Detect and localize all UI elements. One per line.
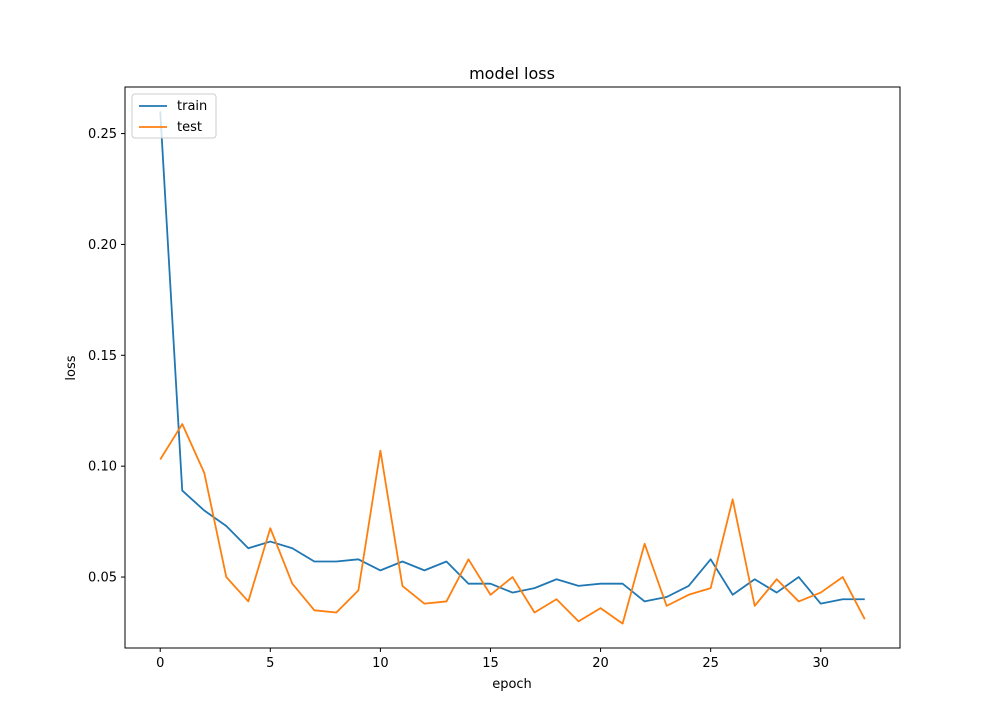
y-tick-label: 0.15 bbox=[88, 349, 117, 364]
legend-label-test: test bbox=[177, 120, 202, 135]
y-tick-label: 0.05 bbox=[88, 571, 117, 586]
lines-layer bbox=[159, 111, 866, 625]
x-tick-label: 10 bbox=[372, 656, 389, 671]
y-tick-label: 0.20 bbox=[88, 238, 117, 253]
series-line-train bbox=[159, 111, 865, 605]
x-tick-label: 20 bbox=[592, 656, 609, 671]
legend-label-train: train bbox=[177, 99, 207, 114]
chart-title: model loss bbox=[469, 64, 555, 83]
y-axis-label: loss bbox=[64, 355, 79, 380]
x-axis: 0 5 10 15 20 25 30 bbox=[156, 648, 829, 671]
x-tick-label: 5 bbox=[266, 656, 274, 671]
x-tick-label: 30 bbox=[812, 656, 829, 671]
legend: train test bbox=[131, 93, 217, 139]
y-axis: 0.05 0.10 0.15 0.20 0.25 bbox=[88, 127, 125, 586]
y-tick-label: 0.25 bbox=[88, 127, 117, 142]
x-axis-label: epoch bbox=[492, 677, 532, 692]
x-tick-label: 0 bbox=[156, 656, 164, 671]
series-line-test bbox=[159, 423, 866, 625]
x-tick-label: 25 bbox=[702, 656, 719, 671]
y-tick-label: 0.10 bbox=[88, 460, 117, 475]
plot-area bbox=[124, 86, 901, 649]
x-tick-label: 15 bbox=[482, 656, 499, 671]
plot-frame bbox=[124, 86, 901, 649]
